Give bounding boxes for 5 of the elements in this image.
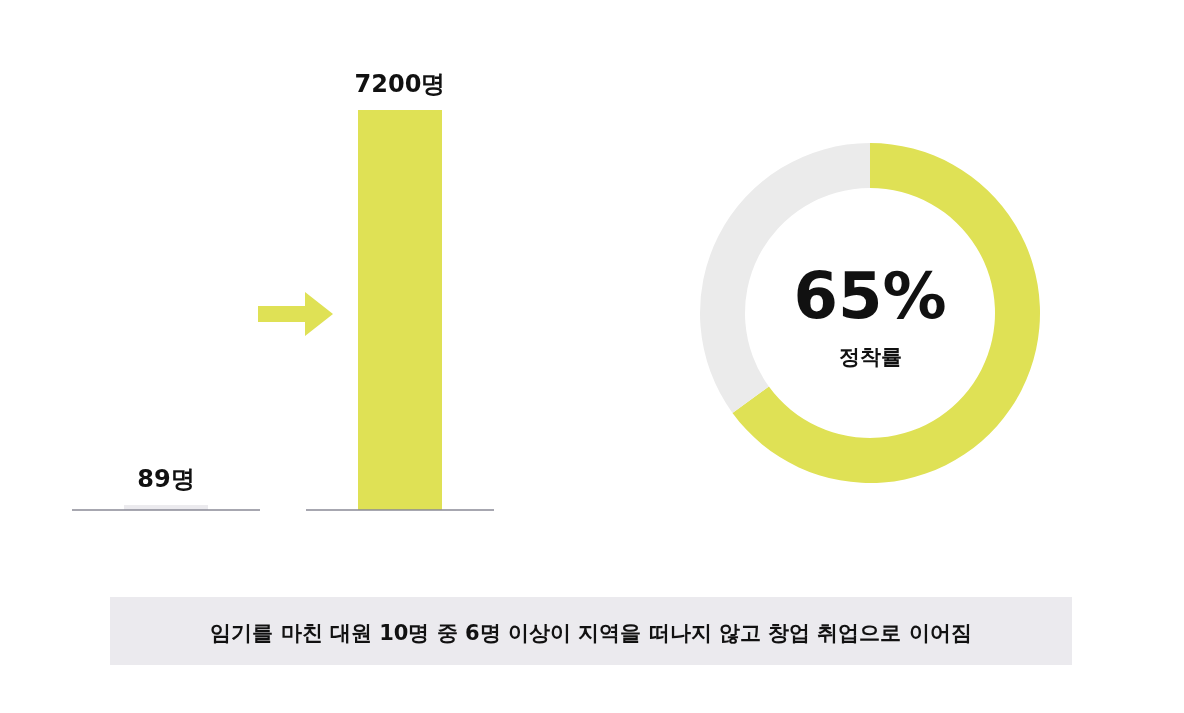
text: 임기를 마친 대원 10명 중 6명 이상이 지역을 떠나지 않고 창업 취업으로 이어짐	[210, 621, 972, 645]
text: 65%	[793, 259, 947, 333]
data-label: 7200명	[354, 70, 446, 98]
data-label: 89명	[137, 465, 195, 494]
text: 정착률	[838, 345, 902, 369]
